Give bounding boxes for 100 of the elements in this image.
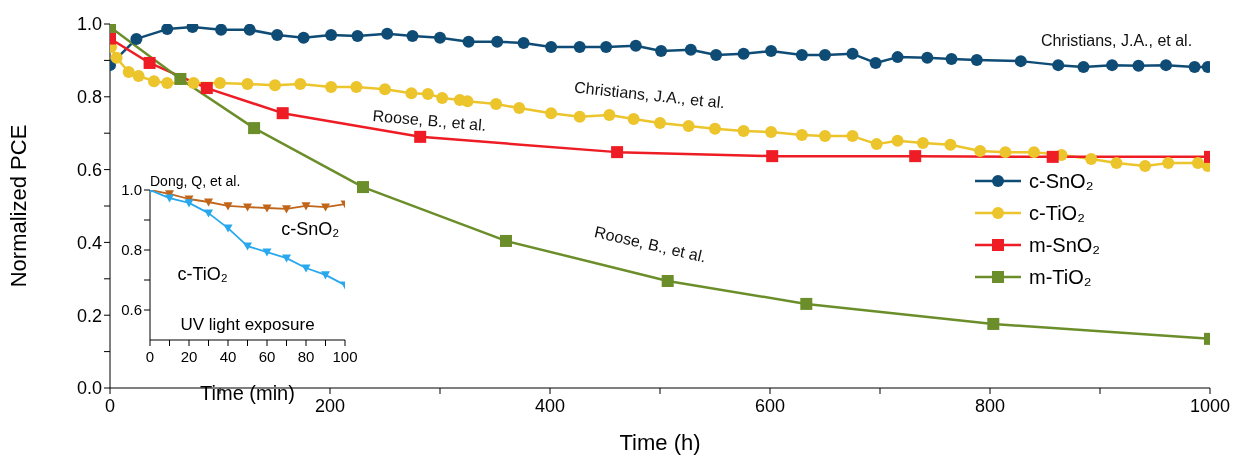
annotation: Roose, B., et al. <box>372 107 487 134</box>
point <box>462 35 475 48</box>
y-tick-label: 0.2 <box>76 305 102 326</box>
x-tick-label: 400 <box>534 396 566 417</box>
point <box>1160 59 1172 72</box>
point <box>1106 59 1119 72</box>
point <box>517 36 530 49</box>
point <box>276 107 289 120</box>
point <box>110 51 123 64</box>
series-label: c-SnO₂ <box>281 219 340 239</box>
x-tick-label: 600 <box>754 396 786 417</box>
annotation: Christians, J.A., et al. <box>1040 31 1193 49</box>
point <box>143 56 156 69</box>
annotation: Christians, J.A., et al. <box>573 78 726 112</box>
x-tick-label: 200 <box>314 396 346 417</box>
x-tick-label: 60 <box>258 347 276 365</box>
point <box>737 47 750 60</box>
point <box>545 40 558 53</box>
point <box>945 52 958 65</box>
point <box>766 150 779 163</box>
point <box>795 129 808 142</box>
point <box>627 113 640 125</box>
point <box>161 76 174 89</box>
series-label: c-TiO₂ <box>177 264 228 284</box>
point <box>944 138 957 151</box>
x-tick-label: 1000 <box>1189 396 1231 417</box>
point <box>573 40 586 53</box>
annotation: Roose, B., et al. <box>592 223 708 266</box>
y-tick-label: 0.0 <box>76 378 102 399</box>
y-tick-label: 0.6 <box>76 159 102 180</box>
point <box>629 39 642 52</box>
point <box>709 122 721 135</box>
point <box>916 137 929 150</box>
point <box>414 130 427 143</box>
point <box>161 24 174 36</box>
point <box>765 44 778 57</box>
point <box>184 199 194 208</box>
point <box>223 202 233 211</box>
point <box>513 102 526 115</box>
point <box>970 54 983 67</box>
point <box>737 125 750 138</box>
point <box>204 198 213 207</box>
point <box>406 30 419 43</box>
point <box>381 27 394 40</box>
point <box>187 76 200 89</box>
y-tick-label: 0.8 <box>121 241 142 259</box>
point <box>684 43 697 56</box>
point <box>148 75 160 88</box>
x-tick-label: 0 <box>104 396 116 417</box>
y-axis-title: Normalized PCE <box>5 124 31 288</box>
y-tick-label: 1.0 <box>121 181 142 199</box>
point <box>1028 146 1040 159</box>
point <box>1085 153 1098 166</box>
point <box>421 87 434 100</box>
point <box>1052 59 1065 72</box>
point <box>1191 157 1204 170</box>
point <box>999 146 1012 159</box>
point <box>271 28 284 41</box>
y-tick-label: 0.8 <box>76 87 102 108</box>
y-tick-label: 1.0 <box>76 14 102 35</box>
point <box>974 145 987 158</box>
point <box>436 91 449 104</box>
point <box>846 130 859 143</box>
point <box>215 24 228 36</box>
point <box>490 98 503 111</box>
point <box>294 78 307 91</box>
point <box>405 87 418 100</box>
annotation: Dong, Q, et al. <box>150 173 241 189</box>
x-tick-label: 40 <box>219 347 237 365</box>
point <box>500 234 512 247</box>
point <box>682 119 695 132</box>
legend-label: c-SnO₂ <box>1029 169 1094 193</box>
point <box>269 79 281 92</box>
y-tick-label: 0.4 <box>76 232 102 253</box>
point <box>869 56 882 69</box>
point <box>357 181 369 194</box>
point <box>379 83 391 96</box>
point <box>132 70 145 83</box>
point <box>870 138 883 151</box>
y-tick-label: 0.6 <box>121 301 142 319</box>
legend-label: m-SnO₂ <box>1029 233 1101 257</box>
point <box>350 80 363 93</box>
x-axis-title: Time (h) <box>619 430 701 455</box>
x-tick-label: 20 <box>180 347 198 365</box>
legend-label: c-TiO₂ <box>1029 201 1085 225</box>
point <box>1110 157 1123 170</box>
legend-label: m-TiO₂ <box>1029 265 1092 289</box>
point <box>325 28 338 41</box>
point <box>654 117 666 130</box>
point <box>545 107 558 120</box>
point <box>122 66 135 79</box>
point <box>351 30 364 43</box>
point <box>301 264 311 273</box>
point <box>1014 55 1027 68</box>
point <box>325 80 338 93</box>
point <box>200 82 213 95</box>
point <box>241 78 254 91</box>
point <box>573 110 586 123</box>
x-tick-label: 100 <box>332 347 358 365</box>
point <box>819 130 831 143</box>
